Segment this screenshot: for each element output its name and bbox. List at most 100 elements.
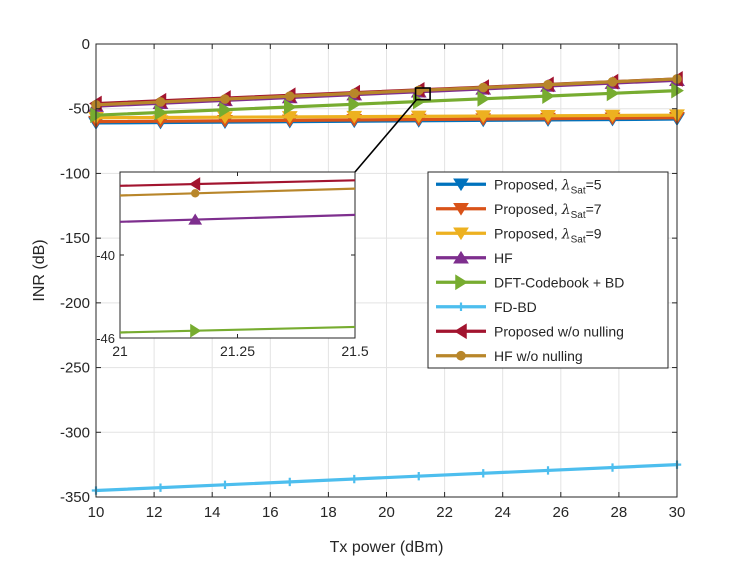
data-point xyxy=(543,466,553,475)
y-axis-label: INR (dB) xyxy=(31,239,48,301)
legend-swatch-marker xyxy=(454,323,467,340)
inset-x-tick-label: 21.25 xyxy=(220,343,255,359)
x-tick-label: 26 xyxy=(552,504,569,521)
data-point xyxy=(155,97,166,107)
inset-series-line xyxy=(119,187,356,197)
data-point xyxy=(475,110,492,123)
x-tick-label: 12 xyxy=(146,504,163,521)
data-point xyxy=(284,99,297,115)
x-tick-label: 18 xyxy=(320,504,337,521)
legend-label-main: Proposed, xyxy=(494,225,562,241)
main-series-group xyxy=(88,71,685,495)
inset-x-tick-label: 21 xyxy=(112,343,128,359)
legend-label: DFT-Codebook + BD xyxy=(494,274,624,290)
legend-entry-proposed-w-o-nulling: Proposed w/o nulling xyxy=(436,323,624,339)
legend-swatch-marker xyxy=(456,302,466,311)
legend-label: FD-BD xyxy=(494,299,537,315)
data-point xyxy=(477,90,491,107)
legend-label: Proposed w/o nulling xyxy=(494,323,624,339)
legend-label-main: Proposed w/o nulling xyxy=(494,323,624,339)
inset-data-point xyxy=(189,177,201,191)
data-point xyxy=(349,88,360,99)
legend-label-lambda: λ xyxy=(561,202,571,218)
data-point xyxy=(479,469,488,478)
inset-y-tick-label: -46 xyxy=(96,331,115,346)
legend-label-tail: =9 xyxy=(586,225,602,241)
legend-label: HF xyxy=(494,250,513,266)
legend-label: Proposed, λSat=7 xyxy=(494,201,602,221)
legend-swatch-marker xyxy=(456,350,466,361)
inset-x-tick-label: 21.5 xyxy=(341,343,368,359)
data-point xyxy=(604,109,621,123)
series-line xyxy=(94,463,679,493)
data-point xyxy=(608,463,617,472)
inset-series-hf xyxy=(119,213,356,225)
data-point xyxy=(154,104,168,121)
legend-label-lambda: λ xyxy=(561,226,571,242)
data-point xyxy=(348,96,362,113)
y-tick-label: -250 xyxy=(60,360,90,377)
legend-label-main: FD-BD xyxy=(494,299,537,315)
data-point xyxy=(607,76,618,87)
legend-entry-hf: HF xyxy=(436,250,513,266)
x-tick-label: 22 xyxy=(436,504,453,521)
data-point xyxy=(410,110,427,124)
y-tick-label: -350 xyxy=(60,489,90,506)
inset-series-proposed-w-o-nulling xyxy=(119,177,356,191)
legend-label-subscript: Sat xyxy=(571,210,586,221)
legend-label-subscript: Sat xyxy=(571,185,586,196)
x-tick-label: 10 xyxy=(88,504,105,521)
legend-box xyxy=(427,171,669,369)
legend-swatch-marker xyxy=(453,178,469,192)
legend-label-tail: =7 xyxy=(586,201,602,217)
legend-swatch-marker xyxy=(453,227,469,241)
series-line xyxy=(94,77,679,107)
inset-series-line xyxy=(119,325,356,334)
zoom-indicator xyxy=(354,87,431,173)
series-line xyxy=(94,113,679,120)
inset-series-line xyxy=(119,179,356,187)
x-tick-label: 28 xyxy=(611,504,628,521)
main-ticks: 10 12 14 16 18 20 22 24 26 28 30 0 -50 -100 -150 -200 -2… xyxy=(60,36,685,521)
x-tick-label: 24 xyxy=(494,504,511,521)
data-point xyxy=(284,91,295,102)
data-point xyxy=(281,111,298,124)
x-tick-label: 16 xyxy=(262,504,279,521)
legend-swatch-marker xyxy=(453,203,469,216)
data-point xyxy=(540,110,556,123)
data-point xyxy=(478,82,489,93)
legend-entry-proposed-sat-5: Proposed, λSat=5 xyxy=(436,176,602,196)
data-point xyxy=(350,474,359,484)
y-tick-label: -50 xyxy=(68,101,90,118)
series-dft-codebook-bd xyxy=(90,82,684,124)
inset-axes: 21 21.25 21.5 -40 -46 xyxy=(96,171,369,359)
data-point xyxy=(543,79,553,90)
zoom-box xyxy=(414,87,431,101)
y-tick-label: -300 xyxy=(60,424,90,441)
legend-label-main: HF xyxy=(494,250,513,266)
legend-label-main: Proposed, xyxy=(494,176,562,192)
legend-label-lambda: λ xyxy=(561,177,571,193)
series-line xyxy=(94,88,679,117)
legend-entry-proposed-sat-9: Proposed, λSat=9 xyxy=(436,225,602,245)
legend-entry-hf-w-o-nulling: HF w/o nulling xyxy=(436,348,583,364)
y-tick-label: 0 xyxy=(82,36,90,53)
y-tick-label: -100 xyxy=(60,165,90,182)
data-point xyxy=(219,101,232,118)
series-line xyxy=(94,116,679,124)
data-point xyxy=(220,480,230,489)
legend-label-main: Proposed, xyxy=(494,201,562,217)
x-axis-label: Tx power (dBm) xyxy=(330,539,444,556)
inset-y-tick-label: -40 xyxy=(96,248,115,263)
x-tick-label: 14 xyxy=(204,504,221,521)
legend-swatch-marker xyxy=(453,250,469,264)
data-point xyxy=(285,477,294,487)
inset-series-line xyxy=(119,213,356,223)
inset-data-point xyxy=(190,323,202,338)
legend-label: Proposed, λSat=9 xyxy=(494,225,602,245)
legend-swatch-marker xyxy=(455,274,468,291)
legend-label-main: DFT-Codebook + BD xyxy=(494,274,624,290)
legend-entry-dft-codebook-bd: DFT-Codebook + BD xyxy=(436,274,624,290)
